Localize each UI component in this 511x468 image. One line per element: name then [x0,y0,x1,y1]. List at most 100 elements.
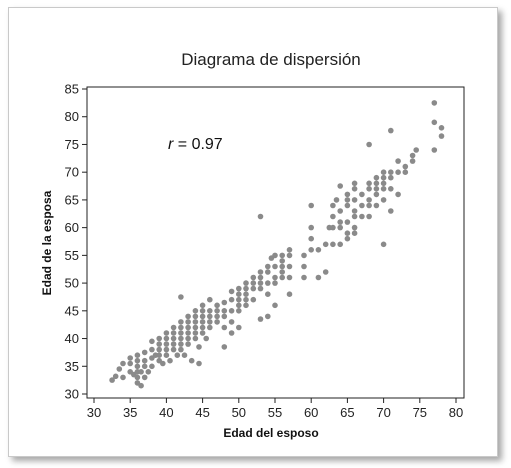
data-point [279,258,286,264]
data-point [214,308,220,314]
data-point [431,147,438,153]
y-tick-label: 60 [65,220,79,235]
data-point [134,363,141,370]
correlation-symbol: r [168,136,174,153]
data-point [265,313,271,320]
plot-area [86,86,465,399]
data-point [156,346,162,353]
data-point [192,335,199,342]
data-point [366,186,372,192]
data-point [322,241,329,248]
data-point [272,252,278,259]
data-point [192,330,199,336]
data-point [344,197,351,203]
data-point [351,186,358,192]
x-tick-label: 50 [232,405,246,420]
data-point [167,357,173,364]
data-point [337,219,344,225]
data-point [160,360,166,367]
data-point [178,330,184,336]
data-point [188,357,195,364]
x-tick-label: 60 [304,405,318,420]
data-point [228,296,235,303]
data-point [279,252,286,259]
data-point [134,374,141,381]
data-point [279,274,286,281]
data-point [236,302,242,309]
data-point [170,330,177,336]
data-point [228,288,235,295]
data-point [163,330,170,336]
data-point [185,341,191,347]
data-point [141,349,148,356]
data-point [141,374,148,381]
data-point [156,352,162,359]
data-point [438,133,445,139]
data-point [330,224,336,231]
data-point [236,308,242,314]
data-point [272,302,278,309]
data-point [185,319,191,325]
data-point [308,202,315,209]
data-point [174,352,181,359]
data-point [257,274,264,281]
data-point [301,274,307,281]
data-point [395,158,401,164]
data-point [330,213,336,220]
data-point [163,352,170,359]
data-point [373,186,380,192]
data-point [116,366,123,372]
data-point [221,308,228,314]
data-point [207,319,213,325]
data-points [109,100,445,389]
data-point [388,169,394,175]
data-point [207,313,213,320]
data-point [359,202,365,209]
data-point [337,183,344,189]
data-point [388,208,394,214]
data-point [388,186,394,192]
data-point [192,319,199,325]
data-point [380,174,387,181]
data-point [181,352,188,359]
data-point [373,180,380,187]
data-point [308,247,315,253]
data-point [207,324,213,331]
data-point [337,208,344,214]
data-point [366,180,372,187]
data-point [141,357,148,364]
x-tick-label: 55 [268,405,282,420]
data-point [170,341,177,347]
y-tick-label: 30 [65,387,79,402]
data-point [178,294,184,300]
data-point [112,373,119,380]
data-point [272,263,278,270]
data-point [380,180,387,187]
data-point [250,296,257,303]
data-point [196,344,202,350]
x-tick-label: 45 [195,405,209,420]
y-tick-label: 65 [65,192,79,207]
data-point [156,341,162,347]
data-point [250,280,257,286]
data-point [134,352,141,359]
data-point [243,302,249,309]
data-point [308,235,315,242]
data-point [199,302,206,309]
data-point [149,363,155,370]
data-point [351,230,358,236]
data-point [199,330,206,336]
data-point [178,341,184,347]
data-point [301,263,307,270]
data-point [373,191,380,198]
y-tick-label: 35 [65,359,79,374]
data-point [373,174,380,181]
data-point [344,219,351,225]
data-point [236,285,242,292]
data-point [279,263,286,270]
data-point [265,263,271,270]
data-point [185,335,191,342]
x-tick-label: 80 [449,405,463,420]
y-tick-label: 55 [65,248,79,263]
data-point [265,280,271,286]
